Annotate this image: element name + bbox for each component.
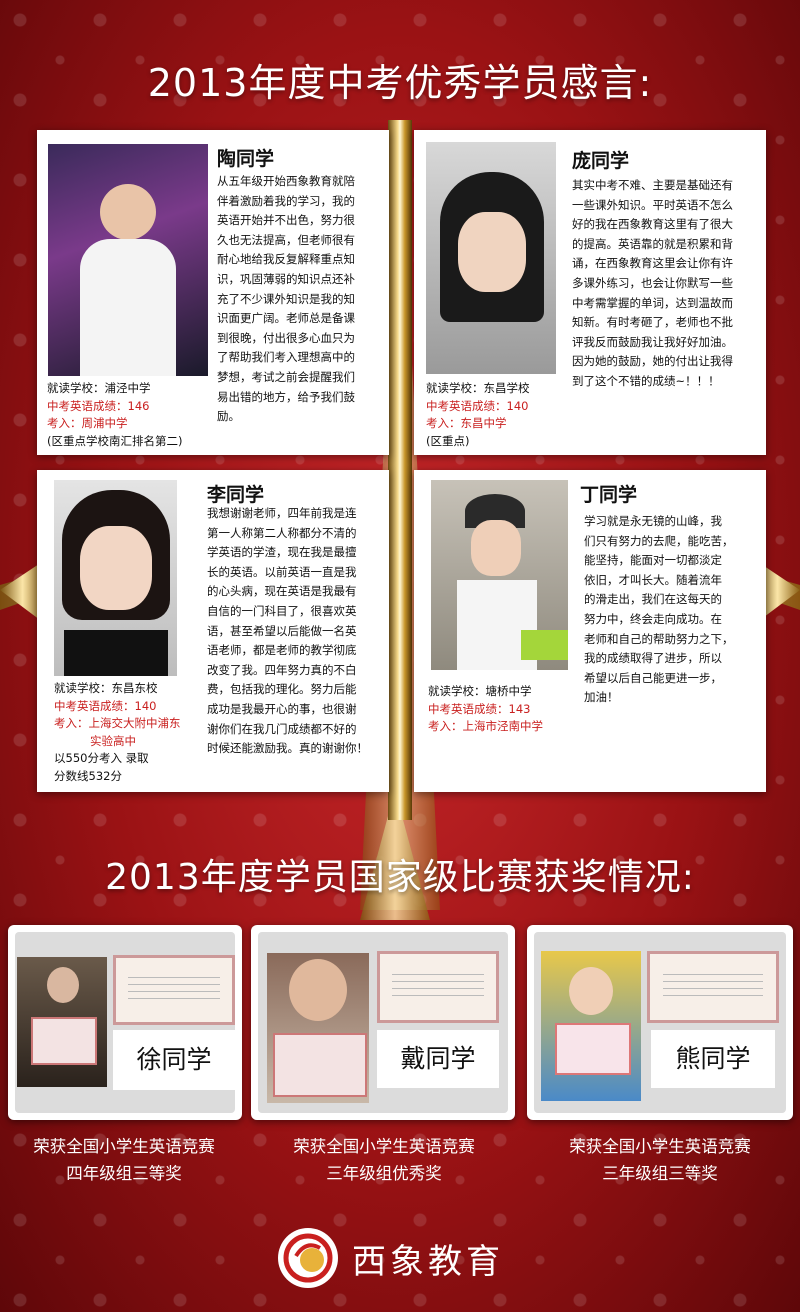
- award-student-name: 熊同学: [651, 1030, 775, 1088]
- testimonial-text: 从五年级开始西象教育就陪 伴着激励着我的学习，我的 英语开始并不出色，努力很 久也无法…: [217, 174, 355, 424]
- award-description: 荣获全国小学生英语竞赛 三年级组三等奖: [569, 1137, 751, 1183]
- student-photo: [426, 142, 556, 374]
- certificate-image: [647, 951, 779, 1023]
- student-photo: [431, 480, 568, 670]
- student-name: 陶同学: [217, 148, 275, 170]
- student-info: 就读学校：东昌学校 中考英语成绩：140 考入：东昌中学 (区重点): [426, 381, 530, 448]
- testimonials-title: 2013年度中考优秀学员感言:: [147, 61, 653, 105]
- award-card: 熊同学: [527, 925, 793, 1120]
- testimonial-text: 我想谢谢老师，四年前我是连 第一人称第二人称都分不清的 学英语的学渣，现在我是最擅长…: [207, 506, 368, 756]
- student-info: 就读学校：塘桥中学 中考英语成绩：143 考入：上海市泾南中学: [428, 684, 543, 733]
- certificate-image: [113, 955, 235, 1025]
- testimonial-card: 李同学 我想谢谢老师，四年前我是连 第一人称第二人称都分不清的 学英语的学渣，现在我…: [37, 470, 389, 792]
- student-name: 李同学: [207, 484, 265, 506]
- award-card: 戴同学: [251, 925, 515, 1120]
- student-info: 就读学校：浦泾中学 中考英语成绩：146 考入：周浦中学 (区重点学校南汇排名第…: [47, 381, 183, 448]
- testimonial-text: 学习就是永无镜的山峰，我 们只有努力的去爬，能吃苦， 能坚持，能面对一切都淡定 依旧，…: [584, 514, 734, 705]
- testimonial-card: 陶同学 从五年级开始西象教育就陪 伴着激励着我的学习，我的 英语开始并不出色，努力很…: [37, 130, 389, 455]
- logo-text: 西象教育: [352, 1242, 504, 1282]
- student-info: 就读学校：东昌东校 中考英语成绩：140 考入：上海交大附中浦东 实验高中 以5…: [54, 681, 181, 783]
- student-photo: [54, 480, 177, 676]
- student-name: 庞同学: [572, 150, 630, 172]
- student-name: 丁同学: [580, 484, 638, 506]
- xixiang-logo-icon: [278, 1228, 338, 1288]
- student-photo: [48, 144, 208, 376]
- student-photo: [17, 957, 107, 1087]
- certificate-image: [377, 951, 499, 1023]
- award-student-name: 徐同学: [113, 1030, 235, 1090]
- award-description: 荣获全国小学生英语竞赛 三年级组优秀奖: [293, 1137, 475, 1183]
- award-student-name: 戴同学: [377, 1030, 499, 1088]
- student-photo: [267, 953, 369, 1103]
- award-card: 徐同学: [8, 925, 242, 1120]
- testimonial-text: 其实中考不难、主要是基础还有 一些课外知识。平时英语不怎么 好的我在西象教育这里有了…: [572, 178, 733, 388]
- awards-title: 2013年度学员国家级比赛获奖情况:: [105, 857, 695, 898]
- award-description: 荣获全国小学生英语竞赛 四年级组三等奖: [33, 1137, 215, 1183]
- gold-pole-decoration: [388, 120, 412, 820]
- testimonial-card: 庞同学 其实中考不难、主要是基础还有 一些课外知识。平时英语不怎么 好的我在西象教育…: [414, 130, 766, 455]
- testimonial-card: 丁同学 学习就是永无镜的山峰，我 们只有努力的去爬，能吃苦， 能坚持，能面对一切都淡…: [414, 470, 766, 792]
- student-photo: [541, 951, 641, 1101]
